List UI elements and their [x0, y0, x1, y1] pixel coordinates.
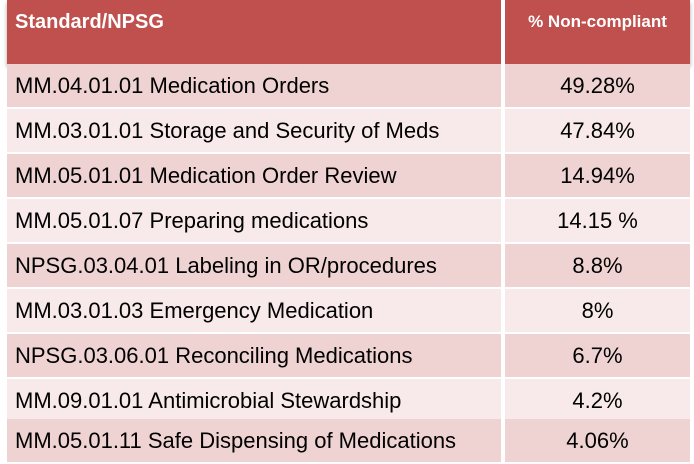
column-divider: [501, 419, 505, 462]
table-row: MM.05.01.11 Safe Dispensing of Medicatio…: [7, 419, 690, 462]
column-divider: [501, 109, 505, 152]
column-divider: [501, 64, 505, 107]
column-divider: [501, 0, 505, 64]
column-divider: [501, 379, 505, 422]
standard-cell: NPSG.03.06.01 Reconciling Medications: [15, 343, 413, 368]
standard-cell: MM.05.01.11 Safe Dispensing of Medicatio…: [15, 428, 457, 453]
percent-cell: 4.06%: [566, 428, 629, 453]
column-divider: [501, 289, 505, 332]
percent-cell: 8.8%: [572, 253, 623, 278]
column-divider: [501, 334, 505, 377]
column-divider: [501, 154, 505, 197]
standard-cell: NPSG.03.04.01 Labeling in OR/procedures: [15, 253, 437, 278]
table-row: MM.05.01.07 Preparing medications 14.15 …: [7, 199, 690, 242]
table-row: MM.04.01.01 Medication Orders 49.28%: [7, 64, 690, 107]
standard-cell: MM.09.01.01 Antimicrobial Stewardship: [15, 388, 402, 413]
header-percent-noncompliant: % Non-compliant: [528, 12, 667, 31]
standard-cell: MM.05.01.07 Preparing medications: [15, 208, 369, 233]
percent-cell: 4.2%: [572, 388, 623, 413]
standard-cell: MM.04.01.01 Medication Orders: [15, 73, 330, 98]
column-divider: [501, 244, 505, 287]
header-standard: Standard/NPSG: [15, 11, 164, 33]
table-row: NPSG.03.06.01 Reconciling Medications 6.…: [7, 334, 690, 377]
percent-cell: 14.94%: [560, 163, 635, 188]
table-row: NPSG.03.04.01 Labeling in OR/procedures …: [7, 244, 690, 287]
standard-cell: MM.03.01.01 Storage and Security of Meds: [15, 118, 440, 143]
standard-cell: MM.05.01.01 Medication Order Review: [15, 163, 397, 188]
percent-cell: 8%: [581, 298, 614, 323]
table-header: Standard/NPSG % Non-compliant: [7, 0, 690, 64]
column-divider: [501, 199, 505, 242]
percent-cell: 47.84%: [560, 118, 635, 143]
compliance-table: Standard/NPSG % Non-compliant MM.04.01.0…: [7, 0, 690, 462]
table-row: MM.03.01.03 Emergency Medication 8%: [7, 289, 690, 332]
table-row: MM.03.01.01 Storage and Security of Meds…: [7, 109, 690, 152]
percent-cell: 14.15 %: [557, 208, 638, 233]
percent-cell: 49.28%: [560, 73, 635, 98]
table-row: MM.05.01.01 Medication Order Review 14.9…: [7, 154, 690, 197]
table-row: MM.09.01.01 Antimicrobial Stewardship 4.…: [7, 379, 690, 422]
percent-cell: 6.7%: [572, 343, 623, 368]
standard-cell: MM.03.01.03 Emergency Medication: [15, 298, 374, 323]
